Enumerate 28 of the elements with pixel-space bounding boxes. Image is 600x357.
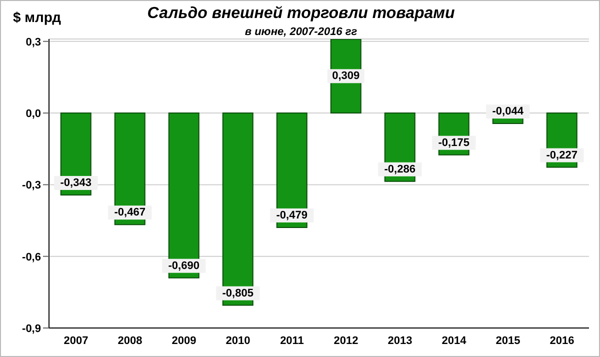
x-tick-label: 2011 [280,334,304,347]
data-label: 0,309 [332,70,360,82]
x-tick-label: 2007 [64,334,88,347]
y-tick-label: -0,9 [22,322,41,335]
y-tick-label: -0,3 [22,180,41,192]
x-tick-label: 2013 [388,334,412,347]
x-tick-label: 2012 [334,334,358,347]
x-tick-label: 2010 [226,334,250,347]
data-label: -0,227 [546,149,578,162]
data-label: -0,286 [384,163,416,176]
data-label: -0,343 [60,176,92,189]
y-tick-label: 0,0 [26,108,41,120]
x-tick-label: 2016 [550,334,574,347]
data-label: -0,044 [492,106,524,118]
chart-subtitle: в июне, 2007-2016 гг [244,26,358,38]
y-axis-title: $ млрд [13,9,62,25]
x-tick-label: 2009 [172,334,196,347]
chart-title: Сальдо внешней торговли товарами [147,5,455,22]
data-label: -0,479 [276,209,308,222]
x-tick-label: 2014 [442,334,468,347]
y-tick-label: 0,3 [26,36,41,48]
data-label: -0,467 [114,206,146,219]
y-tick-label: -0,6 [22,251,41,264]
data-label: -0,805 [222,287,254,300]
x-tick-label: 2015 [496,334,520,347]
data-label: -0,175 [438,136,470,149]
x-tick-label: 2008 [118,334,142,347]
data-label: -0,690 [168,260,200,272]
